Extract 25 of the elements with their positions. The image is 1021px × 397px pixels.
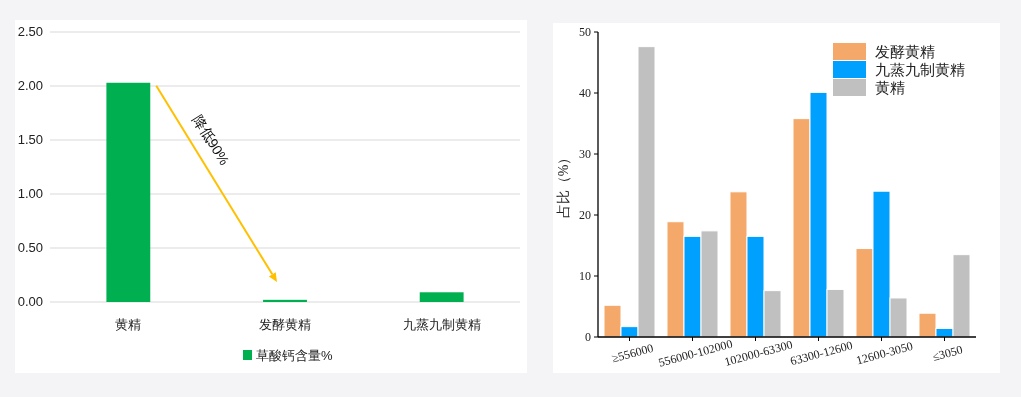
y-tick-label: 30 [579,147,591,161]
y-axis-title: 占比（%） [556,150,571,219]
y-tick-label: 0 [585,330,591,344]
y-tick-label: 1.50 [17,132,43,147]
x-tick-label: 黄精 [115,317,142,332]
legend-label: 黄精 [875,80,905,96]
x-tick-label: ≤3050 [930,342,965,364]
y-tick-label: 20 [579,208,591,222]
y-tick-label: 2.50 [17,24,43,39]
y-tick-label: 10 [579,269,591,283]
bar [106,82,151,302]
y-tick-label: 50 [579,25,591,39]
x-tick-label: 发酵黄精 [259,317,311,332]
y-tick-label: 2.00 [17,78,43,93]
legend-label: 九蒸九制黄精 [875,62,965,78]
legend-label: 草酸钙含量% [256,348,333,363]
x-tick-label: ≥556000 [610,340,655,366]
x-tick-label: 九蒸九制黄精 [402,317,481,332]
y-tick-label: 0.50 [17,240,43,255]
legend-label: 发酵黄精 [875,44,935,60]
bar [419,292,464,302]
bar [263,299,307,302]
y-tick-label: 0.00 [17,294,43,309]
y-tick-label: 40 [579,86,591,100]
y-tick-label: 1.00 [17,186,43,201]
